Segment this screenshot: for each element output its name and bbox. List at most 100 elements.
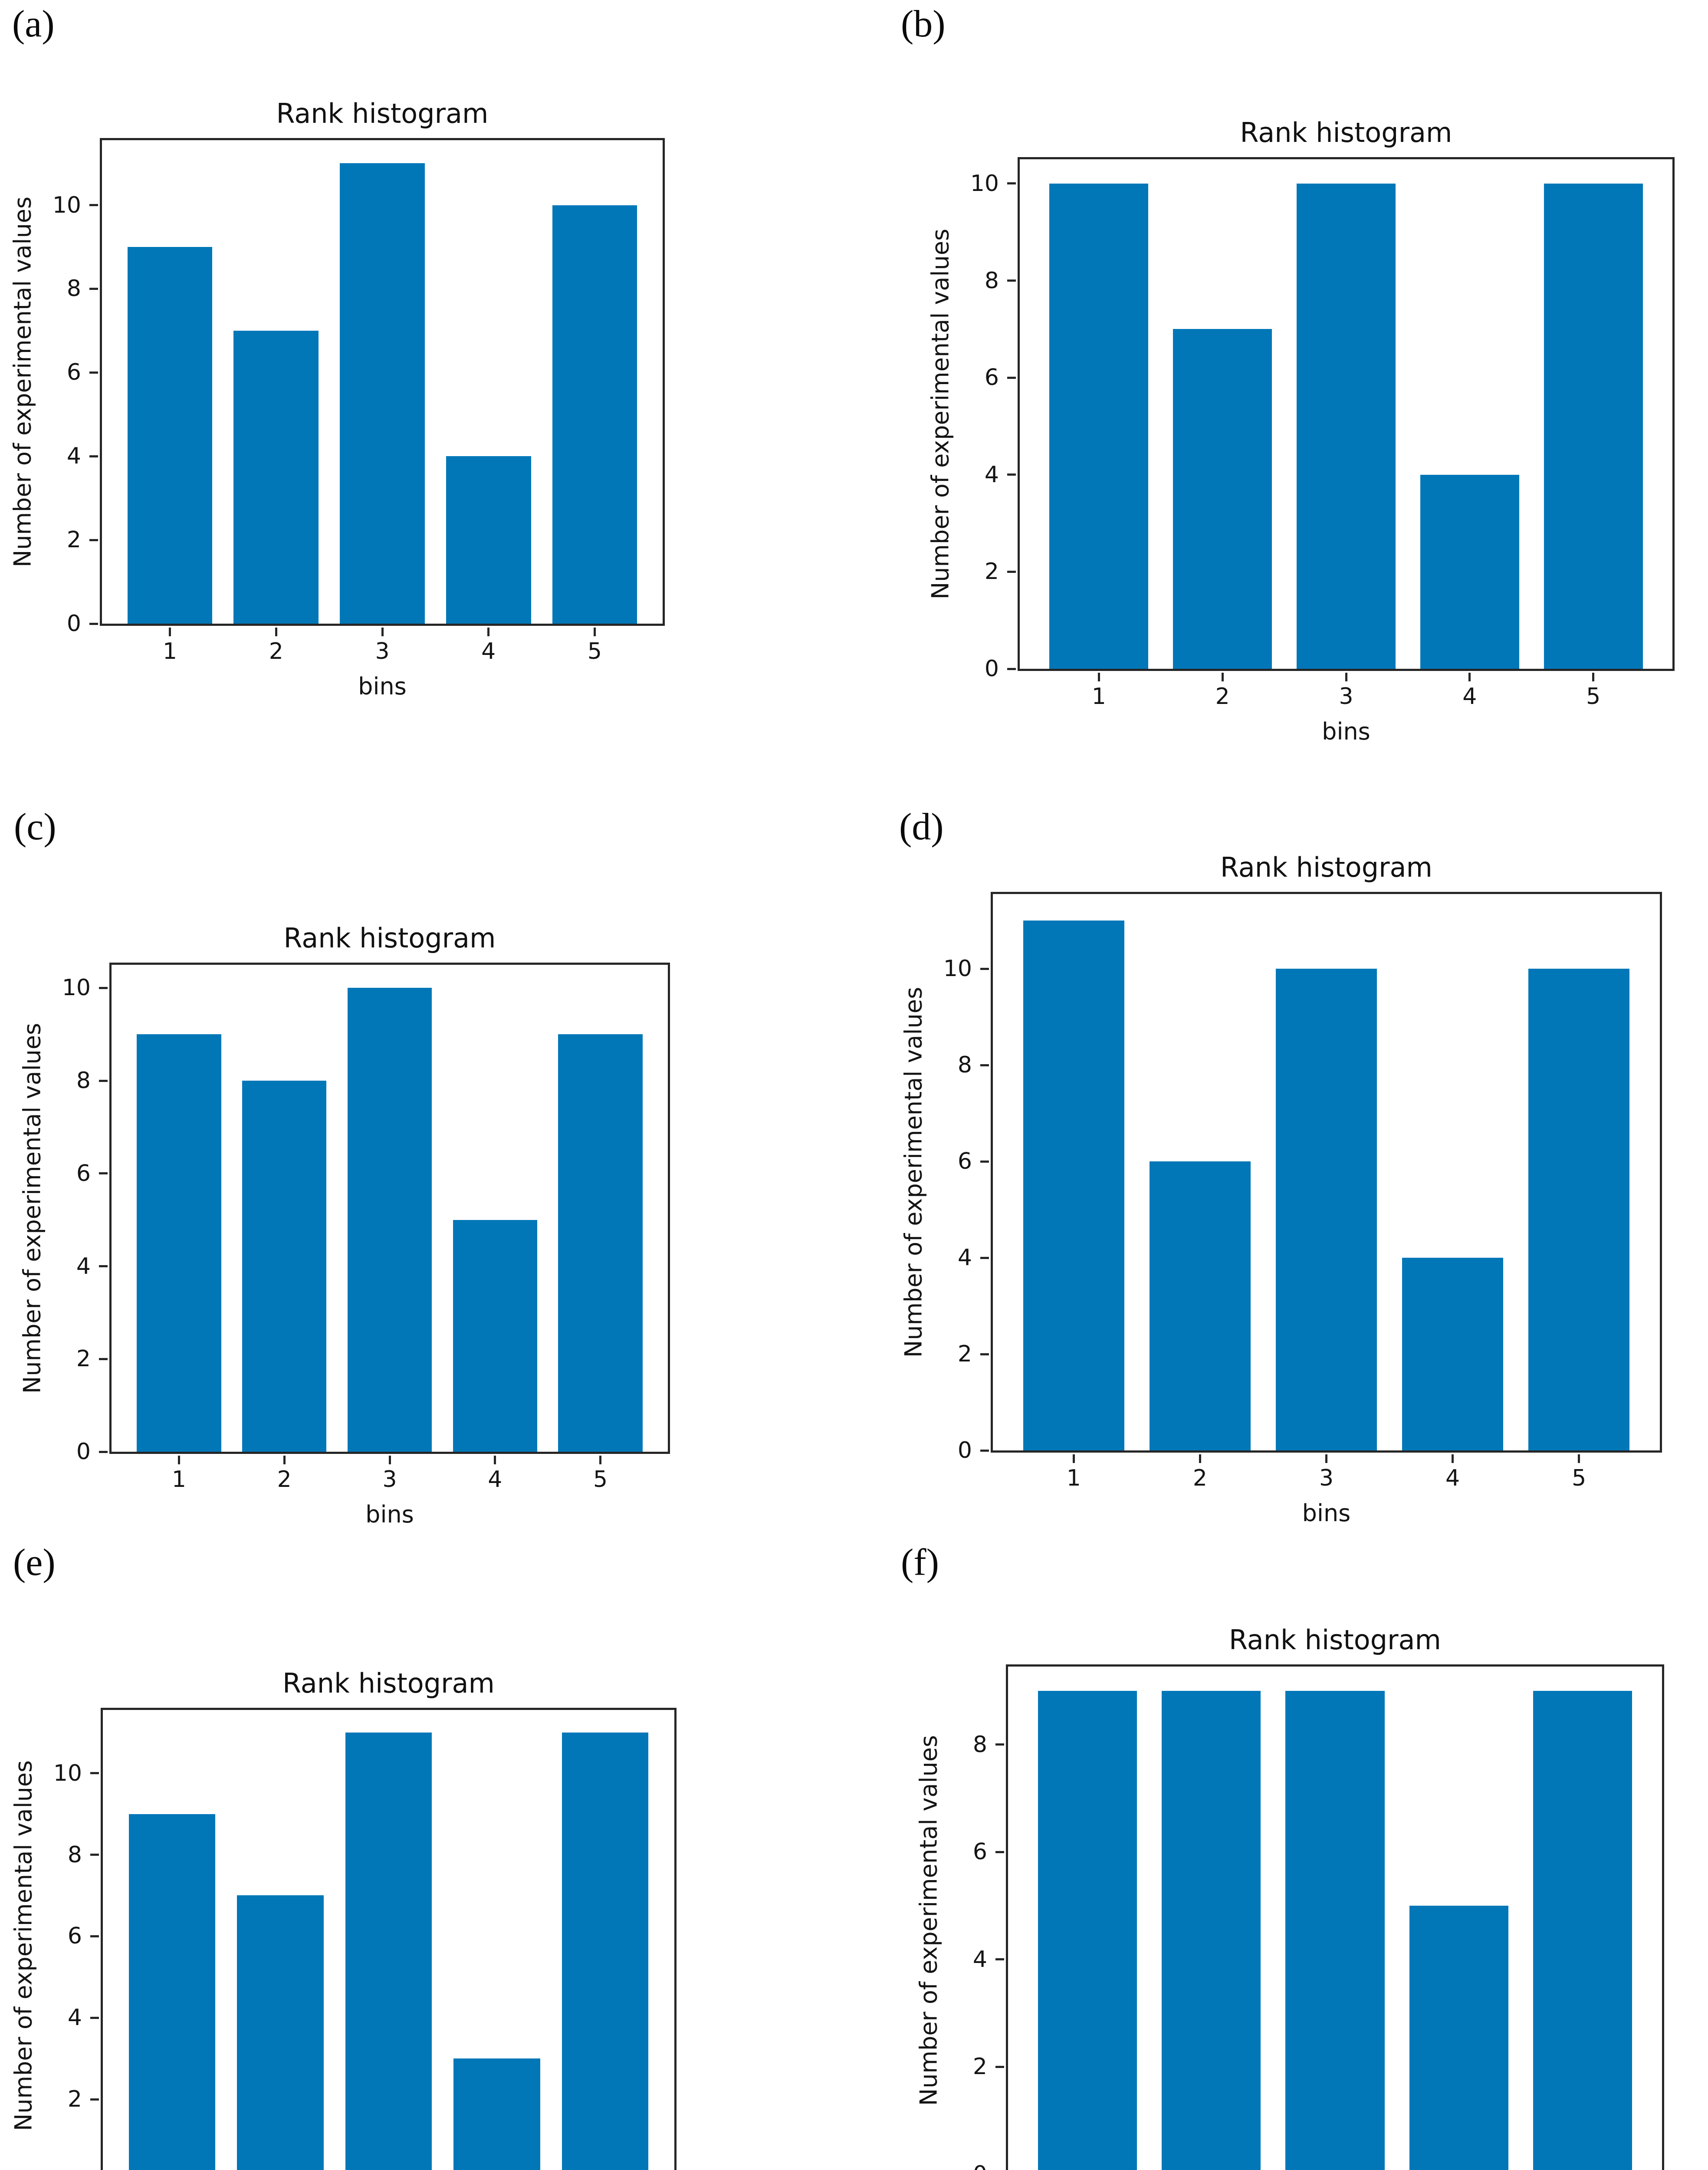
- bar-bin-4: [1402, 1258, 1504, 1450]
- y-tick-mark: [90, 1772, 99, 1775]
- y-tick-label: 4: [76, 1253, 91, 1279]
- bar-bin-1: [1049, 183, 1149, 669]
- x-tick-mark: [1072, 1454, 1075, 1463]
- y-tick-mark: [89, 539, 98, 541]
- y-tick-label: 2: [66, 527, 81, 553]
- x-tick-mark: [487, 628, 490, 636]
- y-tick-label: 4: [984, 461, 999, 488]
- x-tick-label: 4: [1445, 1465, 1460, 1491]
- y-tick-label: 10: [943, 956, 972, 982]
- x-tick-label: 3: [382, 1466, 397, 1493]
- x-tick-label: 3: [375, 638, 390, 664]
- y-tick-label: 6: [66, 359, 81, 386]
- bar-bin-4: [1420, 474, 1519, 669]
- y-tick-mark: [995, 1851, 1004, 1853]
- bar-bin-4: [1409, 1905, 1509, 2170]
- y-tick-label: 10: [52, 192, 81, 218]
- x-tick-label: 2: [269, 638, 283, 664]
- y-tick-mark: [90, 2016, 99, 2019]
- x-tick-mark: [1452, 1454, 1454, 1463]
- panel-label-b: (b): [901, 3, 946, 45]
- y-tick-mark: [1007, 667, 1016, 670]
- chart-title: Rank histogram: [282, 1667, 495, 1699]
- rank-histogram-figure-c: Rank histogram Number of experimental va…: [19, 922, 670, 1528]
- x-tick-mark: [283, 1456, 286, 1464]
- y-tick-label: 8: [972, 1731, 987, 1758]
- y-tick-label: 6: [984, 365, 999, 391]
- x-tick-mark: [1325, 1454, 1327, 1463]
- x-tick-mark: [593, 628, 596, 636]
- y-tick-mark: [995, 2065, 1004, 2068]
- panel-b: (b) Rank histogram Number of experimenta…: [854, 0, 1708, 803]
- rank-histogram-figure-b: Rank histogram Number of experimental va…: [927, 117, 1675, 745]
- y-tick-mark: [99, 1079, 108, 1082]
- bar-bin-3: [345, 1732, 432, 2170]
- bar-bin-5: [552, 205, 637, 624]
- chart-title: Rank histogram: [276, 98, 489, 129]
- bar-bin-1: [137, 1034, 221, 1452]
- y-tick-label: 0: [30, 2167, 82, 2170]
- x-tick-label: 2: [277, 1466, 292, 1493]
- y-tick-label: 0: [935, 2160, 987, 2170]
- y-tick-label: 2: [76, 1346, 91, 1372]
- x-tick-mark: [388, 1456, 391, 1464]
- y-tick-mark: [89, 371, 98, 374]
- y-tick-label: 4: [957, 1245, 972, 1271]
- y-tick-mark: [995, 1743, 1004, 1746]
- y-tick-mark: [1007, 376, 1016, 379]
- bar-bin-1: [1038, 1690, 1137, 2170]
- chart-title: Rank histogram: [1240, 117, 1452, 148]
- bar-bin-2: [242, 1081, 327, 1452]
- x-tick-mark: [1578, 1454, 1580, 1463]
- y-tick-mark: [99, 1172, 108, 1175]
- y-tick-mark: [89, 455, 98, 457]
- panel-d: (d) Rank histogram Number of experimenta…: [854, 803, 1708, 1539]
- y-tick-mark: [89, 204, 98, 206]
- x-tick-mark: [1221, 673, 1224, 681]
- panel-label-c: (c): [14, 806, 56, 848]
- rank-histogram-figure-d: Rank histogram Number of experimental va…: [900, 852, 1662, 1527]
- rank-histogram-figure-a: Rank histogram Number of experimental va…: [9, 98, 665, 700]
- panel-label-a: (a): [12, 3, 55, 45]
- x-tick-mark: [169, 628, 171, 636]
- bar-bin-4: [453, 2058, 540, 2170]
- x-axis-label: bins: [365, 1501, 414, 1528]
- bar-bin-3: [1276, 969, 1377, 1450]
- bar-bin-5: [1533, 1690, 1632, 2170]
- y-tick-mark: [90, 1935, 99, 1937]
- y-tick-label: 4: [972, 1946, 987, 1973]
- y-tick-label: 6: [76, 1160, 91, 1187]
- x-tick-label: 1: [171, 1466, 186, 1493]
- bar-bin-2: [237, 1895, 324, 2170]
- x-axis-label: bins: [358, 673, 407, 700]
- y-tick-label: 8: [957, 1052, 972, 1078]
- x-tick-label: 1: [1066, 1465, 1081, 1491]
- y-tick-mark: [1007, 279, 1016, 282]
- y-tick-label: 10: [970, 170, 999, 197]
- y-tick-mark: [1007, 473, 1016, 476]
- x-tick-mark: [494, 1456, 496, 1464]
- bar-bin-3: [347, 988, 432, 1452]
- bar-bin-1: [128, 1814, 216, 2170]
- x-tick-label: 4: [488, 1466, 503, 1493]
- bar-bin-3: [1285, 1690, 1385, 2170]
- bar-bin-3: [1297, 183, 1396, 669]
- y-tick-mark: [980, 1064, 989, 1066]
- y-tick-label: 6: [972, 1839, 987, 1865]
- panel-c: (c) Rank histogram Number of experimenta…: [0, 803, 854, 1539]
- bar-bin-2: [233, 330, 319, 624]
- x-tick-label: 2: [1192, 1465, 1207, 1491]
- y-tick-mark: [1007, 570, 1016, 573]
- x-tick-label: 5: [587, 638, 602, 664]
- panel-f: (f) Rank histogram Number of experimenta…: [854, 1539, 1708, 2170]
- x-axis-label: bins: [1322, 718, 1370, 745]
- chart-title: Rank histogram: [1220, 852, 1432, 883]
- y-tick-label: 8: [66, 276, 81, 302]
- y-tick-label: 2: [972, 2054, 987, 2080]
- x-tick-mark: [275, 628, 277, 636]
- y-tick-label: 0: [984, 656, 999, 682]
- y-tick-label: 10: [53, 1760, 82, 1786]
